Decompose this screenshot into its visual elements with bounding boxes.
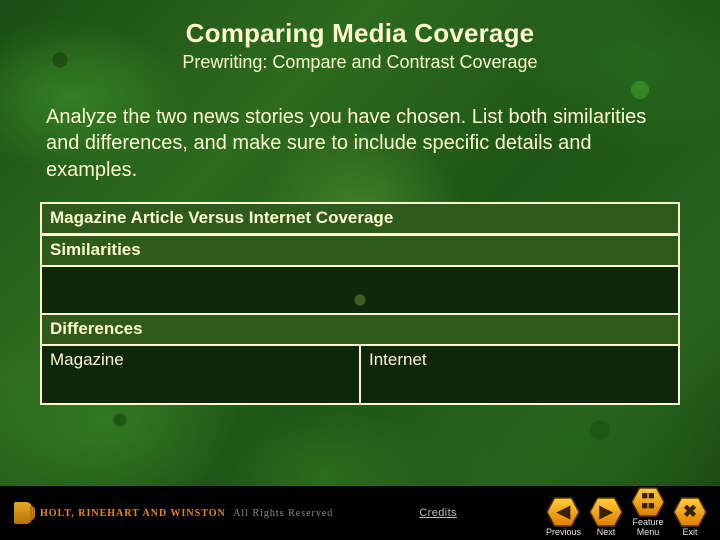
comparison-table: Magazine Article Versus Internet Coverag… [40, 202, 680, 405]
chevron-right-icon: ▶ [599, 502, 612, 522]
similarities-label-row: Similarities [40, 235, 680, 266]
internet-cell: Internet [360, 345, 680, 405]
differences-label: Differences [40, 314, 680, 345]
slide-title: Comparing Media Coverage [40, 18, 680, 49]
feature-menu-button[interactable]: ■■■■ Feature Menu [628, 487, 668, 537]
differences-label-row: Differences [40, 314, 680, 345]
table-header-row: Magazine Article Versus Internet Coverag… [40, 202, 680, 235]
feature-menu-hex: ■■■■ [631, 487, 665, 517]
publisher-rights: All Rights Reserved [233, 508, 333, 519]
previous-button[interactable]: ◀ Previous [543, 497, 584, 537]
next-hex: ▶ [589, 497, 623, 527]
feature-menu-label-1: Feature [632, 518, 663, 527]
body-text: Analyze the two news stories you have ch… [46, 104, 678, 183]
nav-buttons: ◀ Previous ▶ Next ■■■■ Feature Menu [543, 486, 710, 540]
exit-label: Exit [682, 528, 697, 537]
similarities-content [40, 266, 680, 314]
title-block: Comparing Media Coverage Prewriting: Com… [40, 18, 680, 73]
bottom-bar: HOLT, RINEHART AND WINSTON All Rights Re… [0, 486, 720, 540]
next-label: Next [597, 528, 616, 537]
publisher-text: HOLT, RINEHART AND WINSTON All Rights Re… [40, 508, 333, 519]
publisher-logo-icon [14, 502, 32, 524]
next-button[interactable]: ▶ Next [586, 497, 626, 537]
chevron-left-icon: ◀ [557, 502, 570, 522]
magazine-cell: Magazine [40, 345, 360, 405]
previous-label: Previous [546, 528, 581, 537]
differences-content-row: Magazine Internet [40, 345, 680, 405]
exit-hex: ✖ [673, 497, 707, 527]
publisher-block: HOLT, RINEHART AND WINSTON All Rights Re… [14, 502, 333, 524]
menu-icon: ■■■■ [641, 492, 654, 512]
feature-menu-label-2: Menu [637, 528, 660, 537]
footer-center: Credits [333, 507, 543, 519]
exit-button[interactable]: ✖ Exit [670, 497, 710, 537]
publisher-name: HOLT, RINEHART AND WINSTON [40, 508, 226, 519]
slide-subtitle: Prewriting: Compare and Contrast Coverag… [40, 52, 680, 73]
credits-link[interactable]: Credits [419, 507, 457, 519]
previous-hex: ◀ [546, 497, 580, 527]
slide: Comparing Media Coverage Prewriting: Com… [0, 0, 720, 540]
similarities-label: Similarities [40, 235, 680, 266]
similarities-content-row [40, 266, 680, 314]
table-header: Magazine Article Versus Internet Coverag… [40, 202, 680, 235]
close-icon: ✖ [683, 502, 697, 522]
